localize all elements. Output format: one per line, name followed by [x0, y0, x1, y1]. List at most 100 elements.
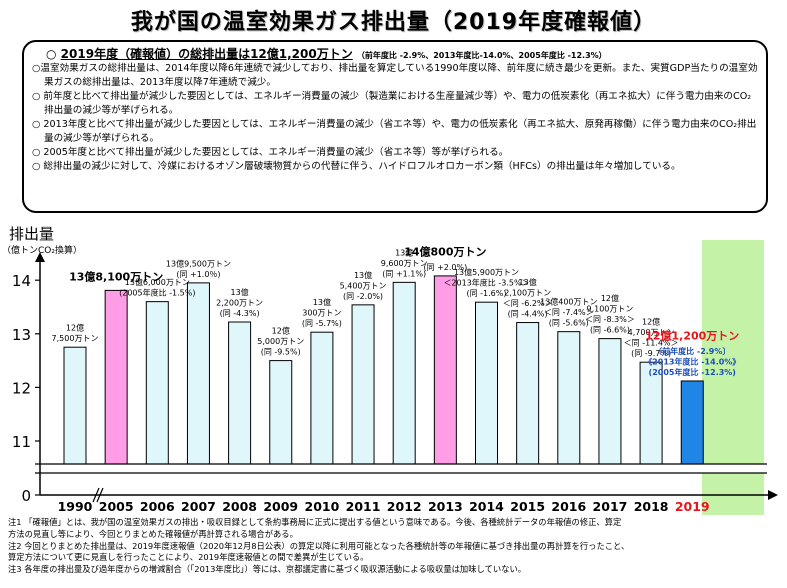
- value-label: ＜同 -7.4%＞: [544, 308, 594, 317]
- headline-detail: （前年度比 -2.9%、2013年度比-14.0%、2005年度比 -12.3%…: [356, 51, 607, 60]
- x-break-mark: [92, 487, 100, 503]
- summary-item: ○ 2005年度と比べて排出量が減少した要因としては、エネルギー消費量の減少（省…: [32, 147, 509, 158]
- value-label: (同 -1.6%): [467, 289, 507, 298]
- x-tick-label: 2006: [140, 499, 175, 514]
- summary-list: ○温室効果ガスの総排出量は、2014年度以降6年連続で減少しており、排出量を算定…: [32, 62, 758, 174]
- value-label: 13億5,900万トン: [454, 267, 519, 277]
- x-tick-label: 2013: [428, 499, 463, 514]
- x-tick-label: 2014: [469, 499, 504, 514]
- x-tick-label: 2018: [634, 499, 669, 514]
- bar-2011: [351, 304, 375, 469]
- y-axis-arrow: [35, 252, 45, 262]
- note-line: 方法の見直し等により、今回とりまとめた確報値が再計算される場合がある。: [8, 528, 298, 539]
- bar-2013: [433, 275, 457, 469]
- x-tick-label: 2008: [222, 499, 257, 514]
- summary-item: ○ 総排出量の減少に対して、冷媒におけるオゾン層破壊物質からの代替に伴う、ハイド…: [32, 161, 681, 172]
- bar-2017: [598, 338, 622, 470]
- note-line: 注2 今回とりまとめた排出量は、2019年度速報値（2020年12月8日公表）の…: [8, 540, 630, 551]
- value-label: 13億400万トン: [540, 297, 597, 307]
- value-label: (同 -5.6%): [549, 319, 589, 328]
- value-label: (同 -5.7%): [302, 319, 342, 328]
- y-tick-label: 12: [12, 379, 31, 397]
- value-label: ＜同 -6.2%＞: [503, 299, 553, 308]
- value-label: (同 +2.0%): [423, 263, 467, 272]
- bar-1990: [63, 346, 87, 469]
- bar-2012: [392, 281, 416, 470]
- value-label: 13億: [395, 247, 413, 257]
- value-label: 14億800万トン: [404, 244, 486, 258]
- value-label: 5,000万トン: [257, 337, 304, 346]
- y-tick-label: 14: [12, 272, 31, 290]
- value-label: (同 +1.0％): [176, 270, 220, 279]
- y-axis-unit: （億トンCO₂換算）: [2, 244, 82, 256]
- value-label: 5,400万トン: [340, 281, 387, 290]
- highlight-2019-background: [702, 240, 764, 515]
- value-label: 13億8,100万トン: [69, 269, 163, 283]
- x-ticks-group: 1990 2005 2006 2007 2008 2009 2010 2011 2012 2013…: [58, 499, 710, 514]
- value-label: 13億: [519, 277, 537, 287]
- x-tick-label: 2017: [593, 499, 628, 514]
- axis-break: [35, 463, 767, 474]
- notes: 注1 「確報値」とは、我が国の温室効果ガスの排出・吸収目録として条約事務局に正式…: [8, 517, 783, 576]
- value-label: 12億1,200万トン: [645, 328, 739, 342]
- x-tick-label: 2009: [263, 499, 298, 514]
- value-label: 7,500万トン: [52, 334, 99, 343]
- x-tick-label: 1990: [58, 499, 93, 514]
- y-tick-label: 0: [21, 487, 31, 505]
- bar-2007: [186, 282, 210, 469]
- emissions-chart: 排出量 （億トンCO₂換算） 0 11 12 13 14 1990 2005 2006 200…: [2, 225, 778, 515]
- y-tick-label: 11: [12, 433, 31, 451]
- page-title: 我が国の温室効果ガス排出量（2019年度確報値）: [130, 10, 657, 35]
- bar-2010: [310, 331, 334, 469]
- value-label: 13億6,000万トン: [125, 277, 190, 287]
- value-label: 300万トン: [302, 309, 341, 318]
- axis-break-band: [35, 464, 767, 473]
- y-axis-title: 排出量: [9, 225, 54, 243]
- y-ticks-group: 0 11 12 13 14: [12, 272, 40, 505]
- value-label: 9,100万トン: [586, 305, 633, 314]
- value-label: ＜2013年度比 -3.5%＞: [443, 278, 529, 288]
- value-label: ＜同 -11.4%＞: [624, 339, 679, 348]
- summary-item: ○温室効果ガスの総排出量は、2014年度以降6年連続で減少しており、排出量を算定…: [32, 63, 758, 88]
- value-label: 12億: [642, 317, 660, 327]
- value-label: ＜同 -8.3%＞: [585, 315, 635, 324]
- value-label: 2,200万トン: [216, 299, 263, 308]
- x-tick-label: 2012: [387, 499, 422, 514]
- bar-2008: [228, 321, 252, 470]
- value-label: 12億: [66, 323, 84, 333]
- summary-box: ○ 2019年度（確報値）の総排出量は12億1,200万トン （前年度比 -2.…: [22, 40, 768, 213]
- bar-2005: [104, 289, 128, 469]
- bar-2014: [475, 301, 498, 470]
- value-label: (同 -4.3%): [220, 309, 260, 318]
- value-label: (2005年度比 -1.5%): [119, 288, 195, 298]
- x-axis-arrow: [768, 490, 778, 500]
- value-label: (同 -9.7%): [631, 349, 671, 358]
- value-label: 12億: [272, 326, 290, 336]
- bar-2018: [639, 361, 663, 469]
- bar-2015: [516, 322, 540, 469]
- x-tick-label: 2015: [510, 499, 545, 514]
- note-line: 算定方法について更に見直しを行ったことにより、2019年度速報値との間で差異が生…: [8, 552, 369, 563]
- bars-group: [63, 275, 704, 470]
- value-label: 4,700万トン: [628, 328, 675, 337]
- value-label: 13億: [354, 270, 372, 280]
- value-label: 9,600万トン: [381, 259, 428, 268]
- bar-2009: [269, 360, 293, 470]
- value-label: 《2013年度比 -14.0%》: [644, 356, 740, 366]
- headline-text: 2019年度（確報値）の総排出量は12億1,200万トン: [60, 47, 353, 61]
- value-labels-group: 12億7,500万トン13億8,100万トン13億6,000万トン(2005年度…: [52, 244, 741, 377]
- x-tick-label: 2016: [551, 499, 586, 514]
- headline-bullet: ○: [46, 47, 57, 61]
- bar-2006: [145, 301, 169, 469]
- value-label: (同 -2.0%): [343, 292, 383, 301]
- note-line: 注1 「確報値」とは、我が国の温室効果ガスの排出・吸収目録として条約事務局に正式…: [8, 517, 622, 527]
- value-label: 13億9,500万トン: [166, 258, 231, 268]
- value-label: 13億: [231, 287, 249, 297]
- value-label: 〔前年度比 -2.9%〕: [654, 346, 730, 356]
- x-tick-label: 2019: [675, 499, 710, 514]
- x-tick-label: 2005: [99, 499, 134, 514]
- value-label: (同 -9.5%): [261, 348, 301, 357]
- x-break-mark: [96, 487, 104, 503]
- value-label: 2,100万トン: [504, 289, 551, 298]
- y-tick-label: 13: [12, 326, 31, 344]
